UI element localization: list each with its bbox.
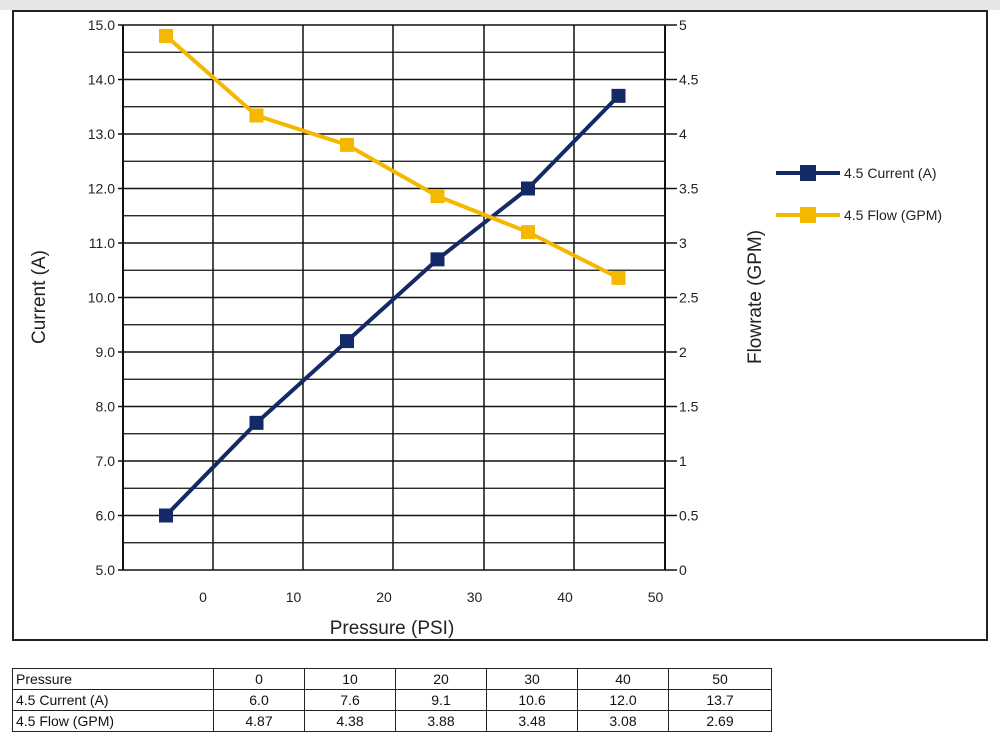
series-line-1 xyxy=(164,34,620,280)
series-point-1 xyxy=(159,28,173,43)
table-row-label: 4.5 Current (A) xyxy=(12,689,214,711)
x-tick-label: 20 xyxy=(376,589,392,605)
table-cell: 3.88 xyxy=(395,710,487,732)
table-cell: 2.69 xyxy=(668,710,772,732)
series-point-0 xyxy=(159,508,173,523)
chart-series xyxy=(159,28,626,523)
x-tick-label: 50 xyxy=(648,589,664,605)
x-tick-label: 0 xyxy=(199,589,207,605)
y2-tick-label: 4 xyxy=(679,126,687,142)
table-cell: 4.38 xyxy=(304,710,396,732)
table-cell: 0 xyxy=(213,668,305,690)
table-cell: 3.48 xyxy=(486,710,578,732)
y2-axis-title: Flowrate (GPM) xyxy=(745,230,766,364)
y-tick-label: 13.0 xyxy=(88,126,115,142)
table-cell: 40 xyxy=(577,668,669,690)
y2-tick-label: 3.5 xyxy=(679,181,699,197)
table-cell: 7.6 xyxy=(304,689,396,711)
x-axis-title: Pressure (PSI) xyxy=(330,618,455,639)
series-point-0 xyxy=(611,88,626,103)
y-axis-left: 5.0 6.0 7.0 8.0 9.0 10.0 11.0 12.0 13.0 14.0 15.0 xyxy=(88,17,123,578)
series-line-0 xyxy=(164,94,620,517)
x-tick-label: 40 xyxy=(557,589,573,605)
y-tick-label: 8.0 xyxy=(96,399,116,415)
table-row-label: 4.5 Flow (GPM) xyxy=(12,710,214,732)
y-tick-label: 11.0 xyxy=(89,235,115,251)
y-axis-right: 0 0.5 1 1.5 2 2.5 3 3.5 4 4.5 5 xyxy=(665,17,699,578)
legend-item-current: 4.5 Current (A) xyxy=(776,165,937,181)
series-point-1 xyxy=(430,189,445,204)
y2-tick-label: 1 xyxy=(679,453,687,469)
table-cell: 30 xyxy=(486,668,578,690)
table-row-label: Pressure xyxy=(12,668,214,690)
table-row: 4.5 Flow (GPM) 4.87 4.38 3.88 3.48 3.08 2.69 xyxy=(12,710,772,732)
y-tick-label: 9.0 xyxy=(96,344,116,360)
x-tick-label: 10 xyxy=(286,589,302,605)
y2-tick-label: 0 xyxy=(679,562,687,578)
table-cell: 10.6 xyxy=(486,689,578,711)
series-point-1 xyxy=(521,225,535,240)
series-point-1 xyxy=(340,137,354,152)
table-cell: 6.0 xyxy=(213,689,305,711)
y2-tick-label: 4.5 xyxy=(679,72,699,88)
table-cell: 20 xyxy=(395,668,487,690)
y-tick-label: 15.0 xyxy=(88,17,115,33)
chart-frame xyxy=(12,10,988,641)
y2-tick-label: 2.5 xyxy=(679,290,699,306)
table-cell: 50 xyxy=(668,668,772,690)
table-cell: 10 xyxy=(304,668,396,690)
series-point-0 xyxy=(340,334,354,349)
y-tick-label: 12.0 xyxy=(88,181,115,197)
data-table: Pressure 0 10 20 30 40 50 4.5 Current (A) 6.0 7.6… xyxy=(12,668,772,732)
x-tick-label: 30 xyxy=(467,589,483,605)
y2-tick-label: 5 xyxy=(679,17,687,33)
table-cell: 12.0 xyxy=(577,689,669,711)
x-axis: 0 10 20 30 40 50 xyxy=(199,589,663,605)
legend-label-current: 4.5 Current (A) xyxy=(844,165,937,181)
series-point-0 xyxy=(249,415,264,430)
table-cell: 4.87 xyxy=(213,710,305,732)
y2-tick-label: 2 xyxy=(679,344,687,360)
table-cell: 13.7 xyxy=(668,689,772,711)
legend: 4.5 Current (A) 4.5 Flow (GPM) xyxy=(776,165,942,223)
table-row: 4.5 Current (A) 6.0 7.6 9.1 10.6 12.0 13.7 xyxy=(12,689,772,711)
series-point-0 xyxy=(430,252,445,267)
y-tick-label: 14.0 xyxy=(88,72,115,88)
legend-item-flow: 4.5 Flow (GPM) xyxy=(776,207,942,223)
top-bar xyxy=(0,0,1000,10)
y-axis-title: Current (A) xyxy=(29,250,50,344)
series-point-0 xyxy=(521,181,535,196)
y-tick-label: 10.0 xyxy=(88,290,115,306)
y2-tick-label: 0.5 xyxy=(679,508,699,524)
y-tick-label: 7.0 xyxy=(96,453,116,469)
y-tick-label: 6.0 xyxy=(96,508,116,524)
series-point-1 xyxy=(249,108,264,123)
y-tick-label: 5.0 xyxy=(96,562,116,578)
legend-label-flow: 4.5 Flow (GPM) xyxy=(844,207,942,223)
table-cell: 9.1 xyxy=(395,689,487,711)
table-cell: 3.08 xyxy=(577,710,669,732)
y2-tick-label: 1.5 xyxy=(679,399,699,415)
y2-tick-label: 3 xyxy=(679,235,687,251)
table-row: Pressure 0 10 20 30 40 50 xyxy=(12,668,772,690)
series-point-1 xyxy=(611,270,626,285)
